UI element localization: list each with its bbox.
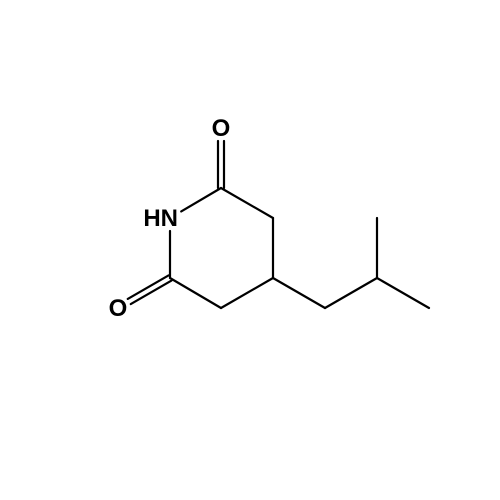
atom-label-N: HN [143,205,178,232]
bond [131,281,172,305]
bond [377,278,429,308]
bond [273,278,325,308]
bond [170,278,221,308]
bond [221,188,273,218]
atom-label-O2: O [212,115,231,142]
labels-layer: O O HN [109,115,231,322]
atom-label-O6: O [109,295,128,322]
bond [325,278,377,308]
bond [181,188,221,211]
bond [221,278,273,308]
bond [128,275,169,299]
molecule-diagram: O O HN [0,0,500,500]
